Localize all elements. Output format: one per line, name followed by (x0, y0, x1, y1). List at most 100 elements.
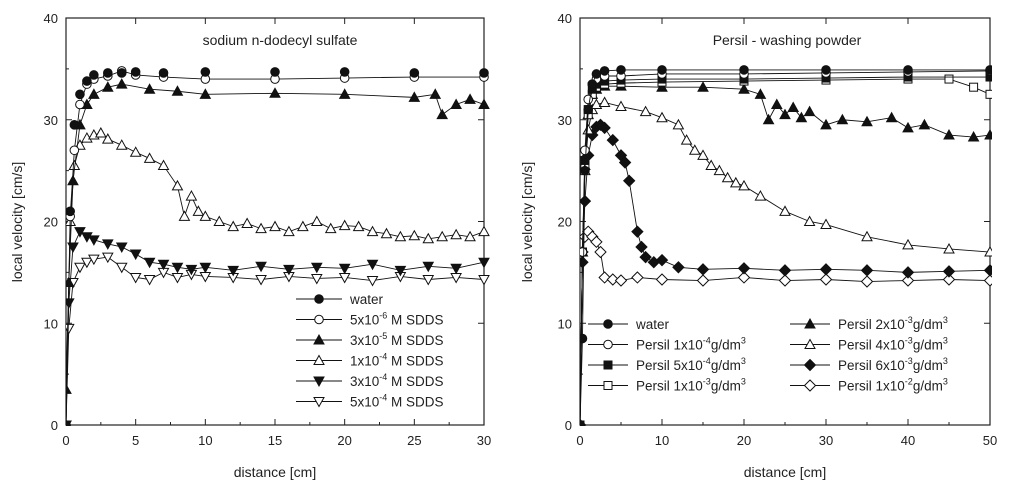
data-point (422, 274, 435, 286)
data-point (227, 265, 240, 277)
legend: water Persil 1x10-4g/dm3 Persil 5x10-4g/dm… (588, 315, 948, 394)
data-point (366, 225, 379, 237)
data-point (199, 210, 212, 221)
x-axis-label: distance [cm] (234, 464, 316, 480)
data-point (81, 257, 93, 269)
data-point (713, 164, 726, 176)
data-point (101, 81, 114, 92)
data-point (580, 420, 585, 426)
data-point (983, 274, 992, 287)
data-point (450, 98, 462, 109)
data-point (795, 111, 808, 123)
series-line (66, 70, 484, 426)
legend-marker (603, 381, 613, 390)
data-point (901, 266, 915, 279)
data-point (88, 254, 100, 266)
data-point (409, 68, 420, 78)
data-point (901, 274, 915, 287)
data-point (255, 222, 267, 234)
data-point (75, 99, 85, 110)
data-point (171, 85, 184, 96)
data-point (599, 66, 610, 76)
data-point (450, 263, 462, 275)
series (580, 80, 992, 426)
data-point (861, 115, 873, 127)
data-point (861, 230, 873, 242)
data-point (116, 68, 127, 78)
legend-label: Persil 1x10-3g/dm3 (636, 377, 746, 394)
x-axis-label: distance [cm] (744, 464, 826, 480)
data-point (270, 67, 280, 77)
data-point (622, 174, 636, 188)
legend-item: 5x10-4 M SDDS (296, 393, 444, 410)
legend-label: Persil 1x10-2g/dm3 (838, 377, 948, 394)
data-point (942, 273, 956, 286)
y-tick-label: 20 (44, 215, 58, 230)
x-tick-label: 10 (198, 433, 212, 448)
data-point (885, 111, 898, 123)
data-point (158, 68, 169, 78)
legend-label: Persil 4x10-3g/dm3 (838, 336, 948, 353)
data-point (339, 67, 350, 77)
y-tick-label: 10 (44, 316, 58, 331)
data-point (115, 262, 128, 274)
data-point (657, 65, 667, 75)
data-point (338, 263, 351, 275)
data-point (69, 145, 80, 156)
data-point (394, 230, 407, 242)
legend-item: Persil 4x10-3g/dm3 (790, 336, 948, 353)
x-axis: 0 10 20 30 40 50 (576, 18, 997, 448)
data-point (464, 230, 476, 242)
legend-label: water (349, 292, 384, 307)
legend-marker (603, 339, 613, 350)
data-point (241, 217, 253, 229)
legend-label: water (635, 317, 670, 332)
data-point (143, 274, 156, 286)
data-point (590, 98, 603, 109)
data-point (82, 76, 92, 86)
data-point (860, 275, 874, 288)
data-point (580, 145, 590, 156)
data-point (770, 98, 783, 109)
data-point (115, 139, 128, 150)
series (66, 67, 489, 426)
data-point (366, 259, 379, 271)
data-point (590, 235, 603, 249)
data-point (631, 225, 644, 238)
data-point (696, 263, 710, 276)
data-point (171, 272, 184, 284)
data-point (464, 93, 476, 104)
data-point (269, 220, 281, 232)
legend-label: 3x10-4 M SDDS (350, 372, 444, 389)
data-point (422, 261, 435, 273)
series (580, 72, 992, 426)
legend: water 5x10-6 M SDDS 3x10-5 M SDDS 1x10-4 M … (296, 292, 444, 410)
data-point (738, 179, 750, 191)
legend-item: 3x10-4 M SDDS (296, 372, 444, 389)
data-point (738, 83, 750, 94)
data-point (478, 274, 490, 286)
data-point (101, 252, 114, 264)
data-point (255, 261, 267, 273)
data-point (754, 88, 767, 99)
data-point (598, 96, 611, 107)
legend-marker (314, 294, 324, 304)
data-point (969, 82, 979, 92)
data-point (754, 190, 767, 201)
data-point (803, 105, 816, 117)
data-point (737, 262, 751, 275)
data-point (143, 152, 156, 163)
data-point (594, 245, 607, 259)
data-point (478, 98, 490, 109)
data-point (143, 83, 156, 94)
x-tick-label: 30 (477, 433, 491, 448)
data-point (283, 225, 295, 237)
data-point (338, 88, 351, 99)
data-point (635, 240, 648, 254)
legend-item: water (588, 317, 670, 332)
data-point (606, 133, 620, 147)
data-point (338, 219, 351, 231)
data-point (614, 274, 628, 287)
legend-marker (313, 354, 325, 365)
legend-item: Persil 6x10-3g/dm3 (790, 356, 948, 373)
